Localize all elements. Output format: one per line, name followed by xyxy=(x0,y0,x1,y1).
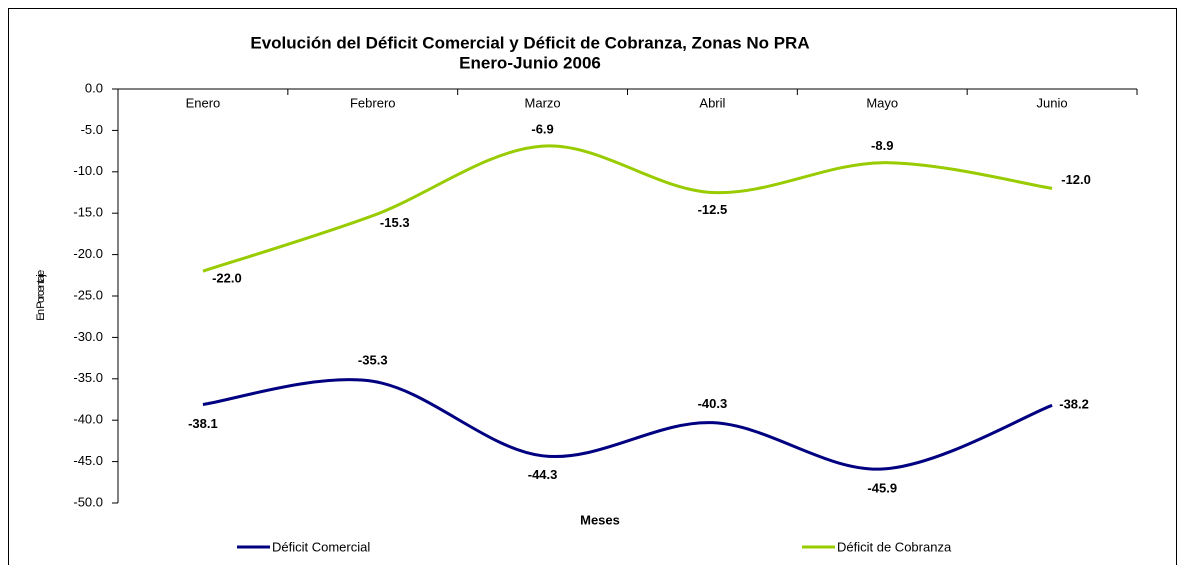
chart-border xyxy=(8,8,1177,565)
data-label: -38.2 xyxy=(1059,397,1089,412)
y-tick-label: -10.0 xyxy=(73,163,103,178)
y-axis-title: En Porcentaje xyxy=(35,270,47,321)
chart-subtitle: Enero-Junio 2006 xyxy=(459,53,601,72)
data-label: -40.3 xyxy=(698,396,728,411)
data-label: -12.0 xyxy=(1061,172,1091,187)
y-tick-label: 0.0 xyxy=(85,80,103,95)
data-label: -45.9 xyxy=(867,480,897,495)
y-tick-label: -40.0 xyxy=(73,412,103,427)
data-label: -38.1 xyxy=(188,416,218,431)
series-line xyxy=(202,378,1053,471)
chart-title: Evolución del Déficit Comercial y Défici… xyxy=(250,33,809,52)
legend-label: Déficit Comercial xyxy=(272,539,370,554)
y-tick-label: -5.0 xyxy=(81,122,103,137)
x-tick-label: Enero xyxy=(186,95,221,110)
data-label: -8.9 xyxy=(871,138,893,153)
data-label: -6.9 xyxy=(531,122,553,137)
x-tick-label: Junio xyxy=(1037,95,1068,110)
y-tick-label: -50.0 xyxy=(73,494,103,509)
data-label: -35.3 xyxy=(358,353,388,368)
y-tick-label: -25.0 xyxy=(73,287,103,302)
y-tick-label: -30.0 xyxy=(73,329,103,344)
y-tick-label: -20.0 xyxy=(73,246,103,261)
data-label: -44.3 xyxy=(528,467,558,482)
data-label: -22.0 xyxy=(212,271,242,286)
x-axis-title: Meses xyxy=(580,512,620,527)
y-tick-label: -15.0 xyxy=(73,205,103,220)
x-tick-label: Febrero xyxy=(350,95,396,110)
y-tick-label: -45.0 xyxy=(73,453,103,468)
y-tick-label: -35.0 xyxy=(73,370,103,385)
x-tick-label: Mayo xyxy=(866,95,898,110)
x-tick-label: Marzo xyxy=(525,95,561,110)
x-tick-label: Abril xyxy=(699,95,725,110)
legend-label: Déficit de Cobranza xyxy=(837,539,952,554)
series-line xyxy=(202,144,1053,273)
data-label: -12.5 xyxy=(698,202,728,217)
data-label: -15.3 xyxy=(380,215,410,230)
